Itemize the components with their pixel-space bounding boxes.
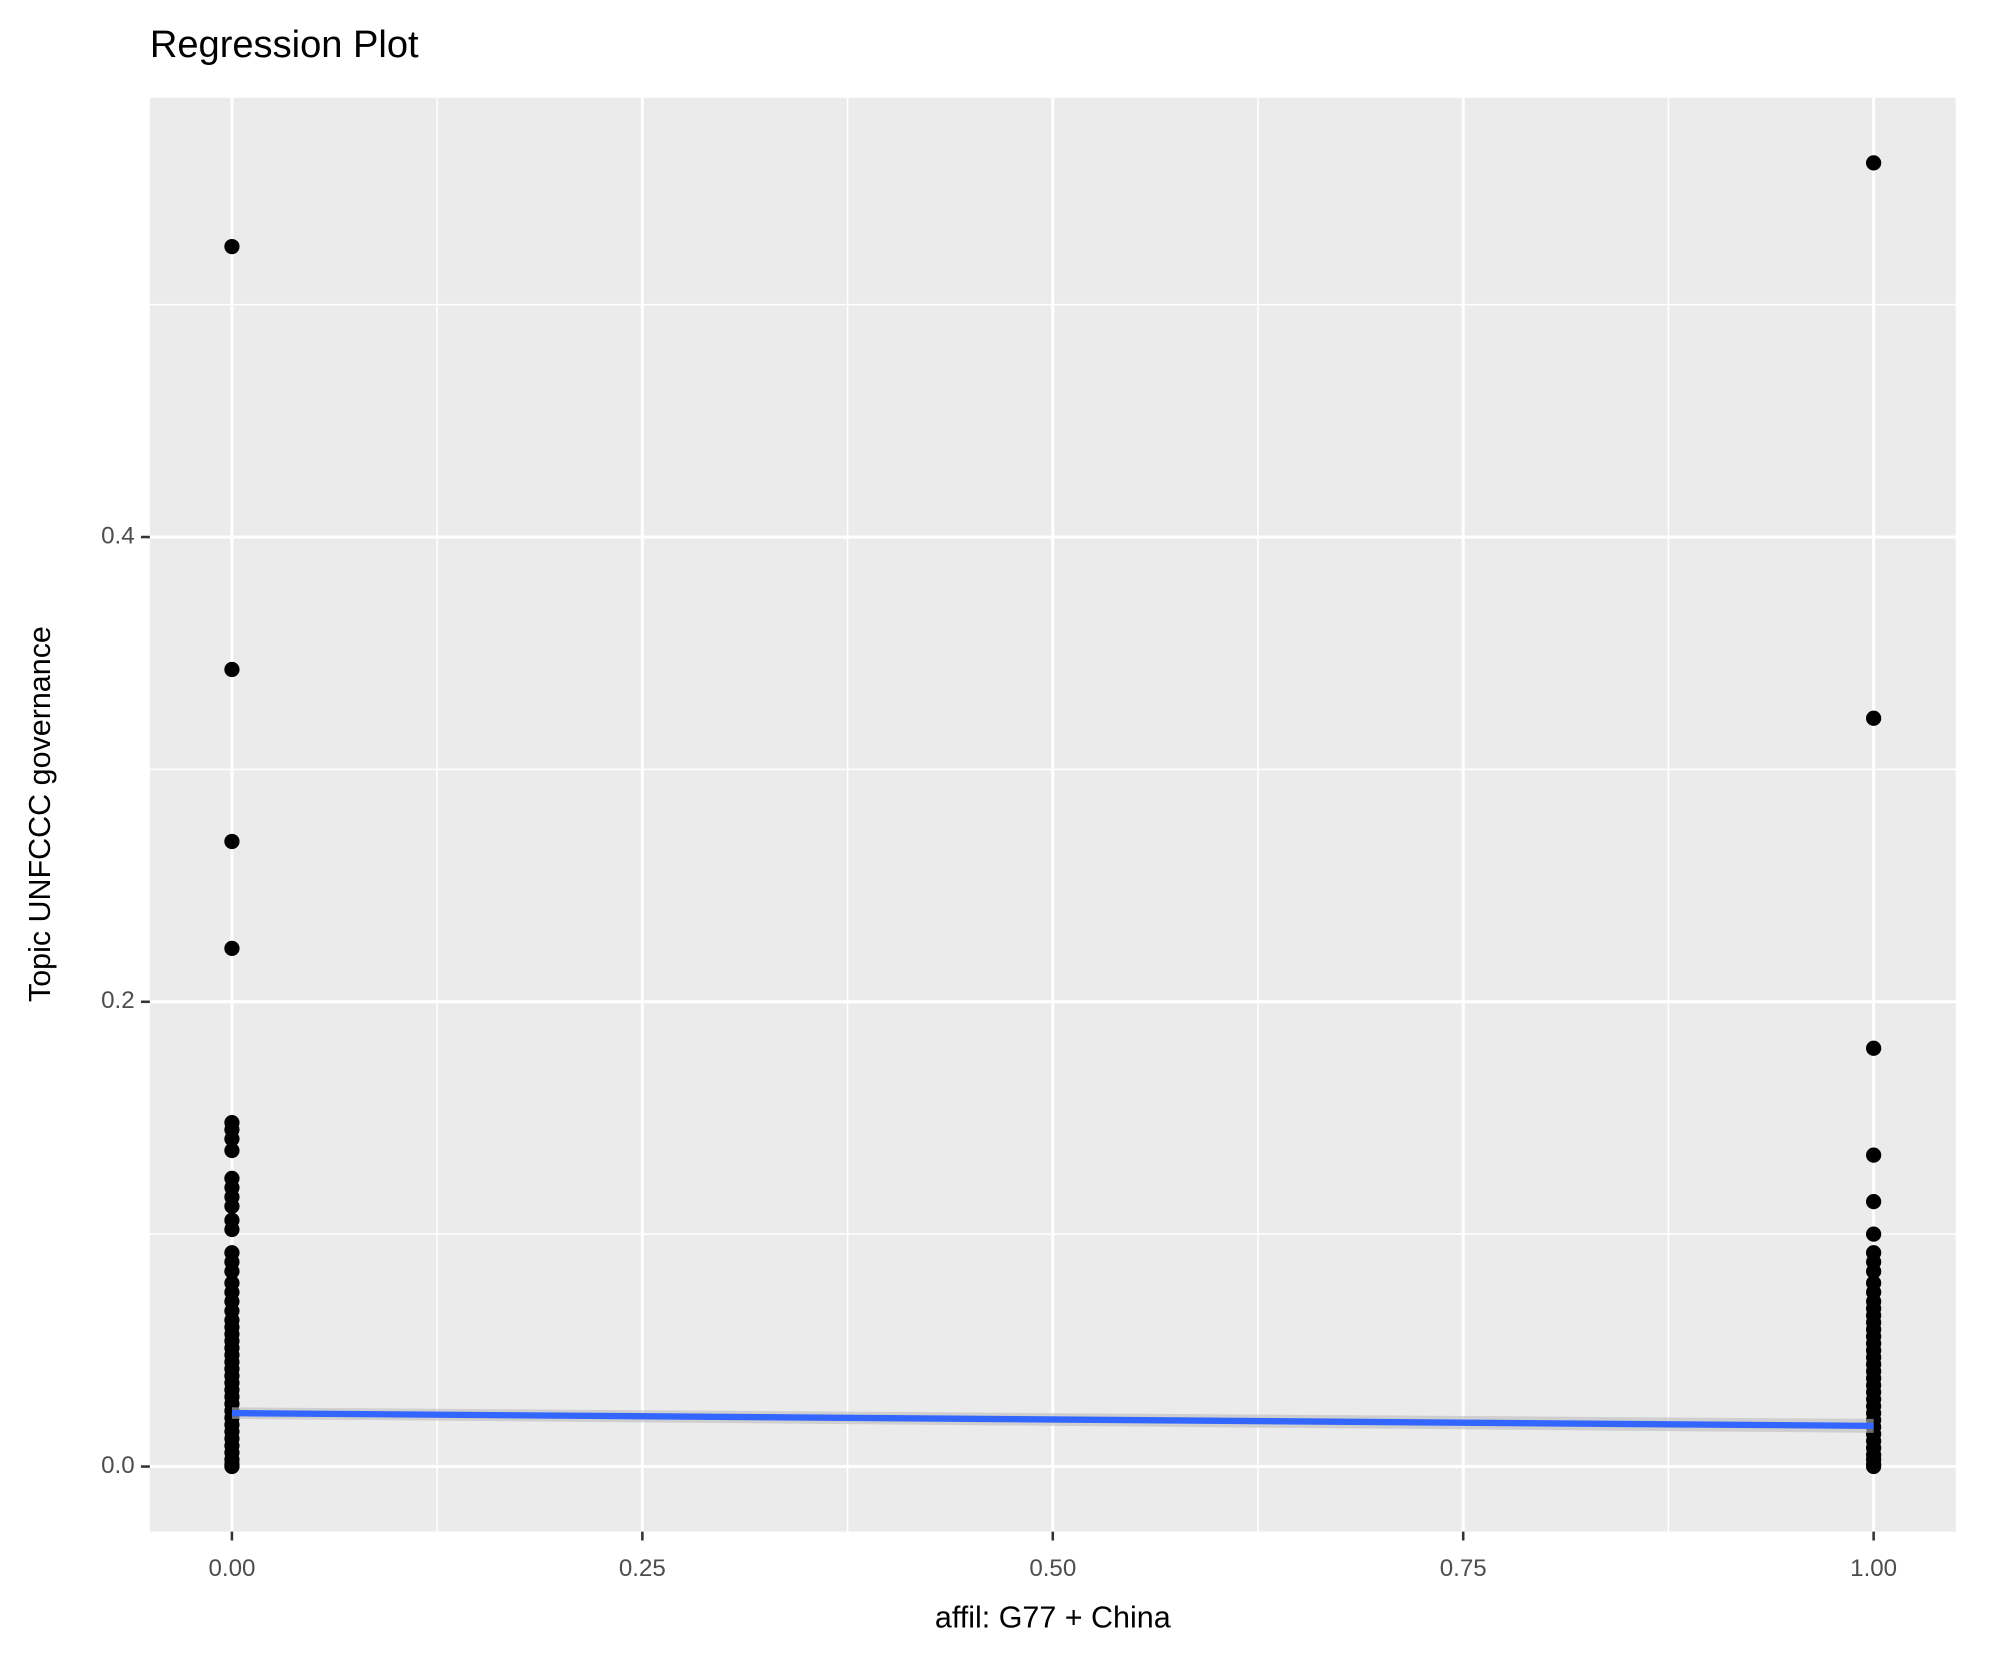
y-tick-label: 0.4 [101,522,135,549]
x-tick-label: 0.25 [619,1555,666,1582]
point [1866,155,1882,171]
y-tick-label: 0.0 [101,1452,135,1479]
point [224,833,240,850]
point [1866,1194,1882,1210]
point [1866,1226,1882,1242]
point [224,1131,240,1147]
point [224,1458,240,1475]
point [224,238,240,255]
regression-line [231,1409,1874,1430]
x-tick-label: 1.00 [1850,1555,1897,1582]
point [1866,1040,1882,1056]
x-tick-label: 0.75 [1440,1555,1487,1582]
y-axis-title: Topic UNFCCC governance [23,626,57,1002]
x-axis-title: affil: G77 + China [935,1600,1171,1634]
y-tick-label: 0.2 [101,987,135,1014]
x-tick-label: 0.00 [208,1555,255,1582]
point [224,1221,240,1238]
point [1866,1147,1882,1163]
chart-title: Regression Plot [150,24,419,66]
point [1866,1263,1882,1279]
point [224,1142,240,1159]
point [1866,710,1882,726]
point [224,1198,240,1214]
point [224,940,240,956]
point [1866,1458,1882,1475]
point [224,1263,240,1279]
point [224,661,240,678]
x-tick-label: 0.50 [1029,1555,1076,1582]
